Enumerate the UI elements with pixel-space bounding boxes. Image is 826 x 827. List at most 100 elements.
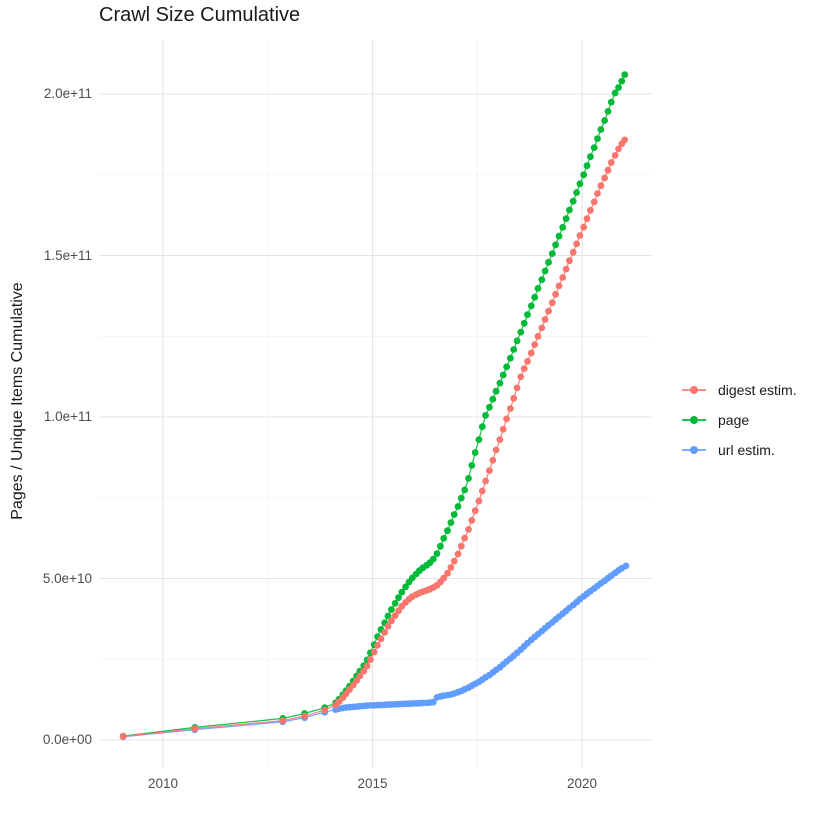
x-tick-label: 2020: [566, 776, 598, 791]
data-point: [510, 346, 518, 353]
data-point: [377, 635, 385, 643]
data-point: [594, 135, 601, 143]
legend-item-label: page: [718, 412, 750, 428]
data-point: [538, 324, 546, 332]
data-point: [440, 535, 448, 542]
data-point: [429, 698, 437, 706]
data-point: [465, 475, 472, 482]
data-point: [492, 387, 500, 395]
data-point: [402, 583, 409, 591]
data-point: [510, 394, 518, 402]
data-point: [496, 379, 504, 387]
data-point: [468, 517, 476, 524]
data-point: [573, 189, 580, 196]
data-point: [450, 511, 458, 518]
data-point: [607, 98, 615, 106]
data-point: [573, 240, 580, 248]
data-point: [360, 667, 368, 675]
data-point: [541, 267, 549, 275]
legend: digest estim. page url estim.: [682, 380, 797, 460]
data-point: [611, 152, 619, 159]
data-point: [471, 507, 479, 515]
data-point: [538, 276, 546, 284]
data-point: [548, 299, 556, 307]
data-point: [468, 462, 476, 469]
data-point: [391, 612, 399, 619]
data-point: [507, 354, 514, 362]
data-point: [583, 162, 591, 170]
data-point: [524, 311, 531, 318]
data-point: [611, 89, 619, 97]
legend-item-label: url estim.: [718, 442, 775, 458]
data-point: [601, 174, 608, 182]
data-point: [513, 384, 521, 392]
data-point: [555, 232, 563, 240]
data-point: [367, 656, 374, 663]
data-point: [321, 706, 329, 714]
x-tick-label: 2015: [357, 776, 388, 791]
data-point: [450, 557, 458, 565]
data-point: [457, 494, 465, 502]
data-point: [496, 436, 504, 443]
data-point: [531, 293, 539, 301]
data-point: [580, 171, 588, 179]
data-point: [429, 555, 437, 563]
data-point: [622, 562, 630, 570]
data-point: [444, 527, 451, 535]
y-tick-label: 2.0e+11: [43, 86, 92, 101]
data-point: [583, 215, 591, 223]
data-point: [384, 612, 392, 620]
data-point: [580, 223, 588, 231]
data-point: [388, 606, 395, 613]
data-point: [486, 467, 493, 474]
data-point: [604, 108, 612, 115]
y-tick-label: 5.0e+10: [42, 570, 92, 586]
legend-item-page: page: [682, 410, 797, 430]
data-point: [489, 395, 497, 403]
data-point: [454, 503, 462, 510]
legend-key-dot: [690, 446, 698, 454]
data-point: [478, 487, 486, 495]
data-point: [437, 542, 444, 550]
data-point: [457, 542, 465, 550]
data-point: [471, 449, 479, 456]
data-point: [604, 166, 612, 174]
data-point: [548, 250, 556, 257]
data-point: [475, 436, 483, 443]
data-point: [590, 144, 598, 152]
data-point: [527, 302, 535, 310]
data-point: [517, 373, 525, 381]
data-point: [566, 257, 573, 265]
data-point: [482, 412, 489, 419]
data-point: [559, 274, 567, 281]
data-point: [447, 519, 455, 526]
legend-key-page-icon: [682, 410, 706, 430]
data-point: [503, 415, 510, 423]
legend-item-label: digest estim.: [718, 382, 797, 398]
data-point: [370, 648, 378, 656]
data-point: [346, 686, 353, 693]
data-point: [482, 477, 489, 485]
data-point: [587, 153, 594, 161]
legend-key-dot: [690, 416, 698, 424]
legend-item-digest: digest estim.: [682, 380, 797, 400]
data-point: [531, 341, 539, 348]
data-point: [374, 642, 381, 649]
data-point: [119, 733, 127, 740]
y-tick-label: 1.5e+11: [43, 247, 92, 263]
data-point: [388, 617, 395, 625]
legend-key-dot: [690, 386, 698, 394]
data-point: [601, 117, 608, 124]
data-point: [461, 486, 469, 494]
data-point: [597, 182, 605, 190]
data-point: [587, 206, 594, 214]
data-point: [191, 725, 199, 733]
data-point: [555, 282, 563, 290]
data-point: [552, 241, 559, 249]
data-point: [363, 662, 371, 670]
data-point: [562, 265, 570, 273]
data-point: [552, 290, 559, 298]
data-point: [444, 569, 451, 577]
